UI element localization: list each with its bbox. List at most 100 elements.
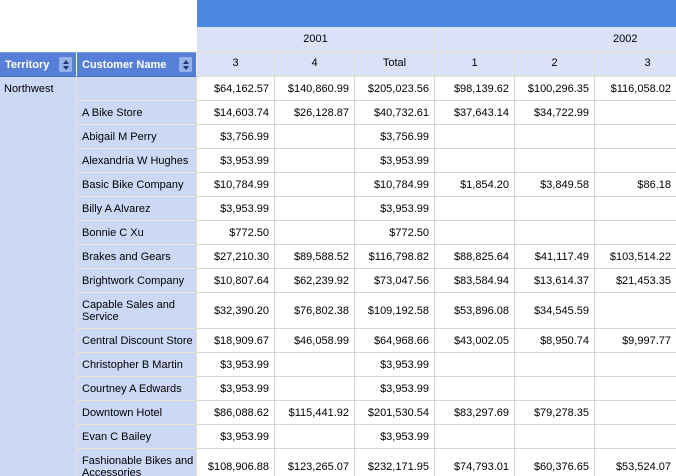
value-cell: $3,953.99 (197, 425, 275, 449)
value-cell (435, 353, 515, 377)
value-cell (595, 221, 676, 245)
value-cell (275, 221, 355, 245)
quarter-header-2002-3: 3 (595, 52, 676, 77)
value-cell: $232,171.95 (355, 449, 435, 476)
sort-down-icon (62, 65, 69, 70)
value-cell: $10,784.99 (197, 173, 275, 197)
value-cell (595, 401, 676, 425)
sort-down-icon (182, 65, 189, 70)
value-cell: $116,058.02 (595, 77, 676, 101)
territory-cell: Northwest (0, 77, 77, 476)
value-cell: $14,603.74 (197, 101, 275, 125)
year-group-2001: 2001 (197, 27, 435, 51)
customer-name-cell: Central Discount Store (77, 329, 197, 353)
quarter-header-2001-4: 4 (275, 52, 355, 77)
value-cell: $103,514.22 (595, 245, 676, 269)
value-cell: $3,849.58 (515, 173, 595, 197)
value-cell (595, 125, 676, 149)
territory-column-header: Territory (0, 52, 77, 77)
value-cell: $53,524.07 (595, 449, 676, 476)
value-cell: $43,002.05 (435, 329, 515, 353)
sort-up-icon (62, 59, 69, 64)
customer-name-cell: Basic Bike Company (77, 173, 197, 197)
value-cell: $86,088.62 (197, 401, 275, 425)
customer-name-cell: Christopher B Martin (77, 353, 197, 377)
customer-name-cell: Capable Sales and Service (77, 293, 197, 329)
table-row: Abigail M Perry $3,756.99 $3,756.99 (77, 125, 676, 149)
value-cell: $205,023.56 (355, 77, 435, 101)
value-cell: $3,953.99 (355, 149, 435, 173)
value-cell: $64,968.66 (355, 329, 435, 353)
table-row: Brakes and Gears $27,210.30 $89,588.52 $116… (77, 245, 676, 269)
table-row: Central Discount Store $18,909.67 $46,058.… (77, 329, 676, 353)
table-row: $64,162.57 $140,860.99 $205,023.56 $98,139.… (77, 77, 676, 101)
sort-customer-button[interactable] (179, 57, 192, 72)
customer-name-cell: Fashionable Bikes and Accessories (77, 449, 197, 476)
value-cell: $201,530.54 (355, 401, 435, 425)
value-cell: $772.50 (197, 221, 275, 245)
value-cell (595, 149, 676, 173)
value-cell: $109,192.58 (355, 293, 435, 329)
customer-name-cell: A Bike Store (77, 101, 197, 125)
customer-header-label: Customer Name (82, 58, 167, 71)
value-cell (435, 377, 515, 401)
value-cell: $13,614.37 (515, 269, 595, 293)
value-cell (515, 221, 595, 245)
value-cell: $10,807.64 (197, 269, 275, 293)
quarter-header-2002-1: 1 (435, 52, 515, 77)
value-cell: $86.18 (595, 173, 676, 197)
value-cell: $73,047.56 (355, 269, 435, 293)
table-row: Brightwork Company $10,807.64 $62,239.92 $7… (77, 269, 676, 293)
value-cell: $3,953.99 (355, 197, 435, 221)
value-cell: $772.50 (355, 221, 435, 245)
table-body: $64,162.57 $140,860.99 $205,023.56 $98,139.… (77, 77, 676, 476)
sort-territory-button[interactable] (59, 57, 72, 72)
value-cell: $3,953.99 (197, 197, 275, 221)
customer-name-cell: Bonnie C Xu (77, 221, 197, 245)
table-row: Courtney A Edwards $3,953.99 $3,953.99 (77, 377, 676, 401)
value-cell: $140,860.99 (275, 77, 355, 101)
value-cell: $40,732.61 (355, 101, 435, 125)
value-cell (515, 377, 595, 401)
table-row: Billy A Alvarez $3,953.99 $3,953.99 (77, 197, 676, 221)
table-row: Capable Sales and Service $32,390.20 $76,8… (77, 293, 676, 329)
value-cell (435, 197, 515, 221)
value-cell: $98,139.62 (435, 77, 515, 101)
value-cell: $34,545.59 (515, 293, 595, 329)
territory-header-label: Territory (5, 58, 50, 71)
value-cell: $3,953.99 (355, 353, 435, 377)
value-cell (515, 125, 595, 149)
customer-name-cell: Evan C Bailey (77, 425, 197, 449)
table-row: Fashionable Bikes and Accessories $108,90… (77, 449, 676, 476)
year-group-2002-label: 2002 (613, 33, 638, 45)
value-cell: $62,239.92 (275, 269, 355, 293)
value-cell: $37,643.14 (435, 101, 515, 125)
value-cell (275, 353, 355, 377)
value-cell (595, 425, 676, 449)
customer-name-cell (77, 77, 197, 101)
value-cell: $46,058.99 (275, 329, 355, 353)
value-cell: $100,296.35 (515, 77, 595, 101)
value-cell (595, 197, 676, 221)
value-cell: $88,825.64 (435, 245, 515, 269)
customer-name-cell: Downtown Hotel (77, 401, 197, 425)
table-row: A Bike Store $14,603.74 $26,128.87 $40,732.… (77, 101, 676, 125)
customer-name-cell: Brightwork Company (77, 269, 197, 293)
value-cell: $3,953.99 (197, 149, 275, 173)
value-cell (275, 197, 355, 221)
table-row: Basic Bike Company $10,784.99 $10,784.99 $1… (77, 173, 676, 197)
value-cell (435, 149, 515, 173)
customer-name-cell: Courtney A Edwards (77, 377, 197, 401)
value-cell (275, 425, 355, 449)
value-cell: $26,128.87 (275, 101, 355, 125)
value-cell: $21,453.35 (595, 269, 676, 293)
value-cell: $27,210.30 (197, 245, 275, 269)
value-cell (275, 125, 355, 149)
table-row: Alexandria W Hughes $3,953.99 $3,953.99 (77, 149, 676, 173)
value-cell: $3,953.99 (355, 425, 435, 449)
table-row: Christopher B Martin $3,953.99 $3,953.99 (77, 353, 676, 377)
year-header-row: 2001 2002 (197, 27, 676, 52)
value-cell: $79,278.35 (515, 401, 595, 425)
value-cell (595, 353, 676, 377)
